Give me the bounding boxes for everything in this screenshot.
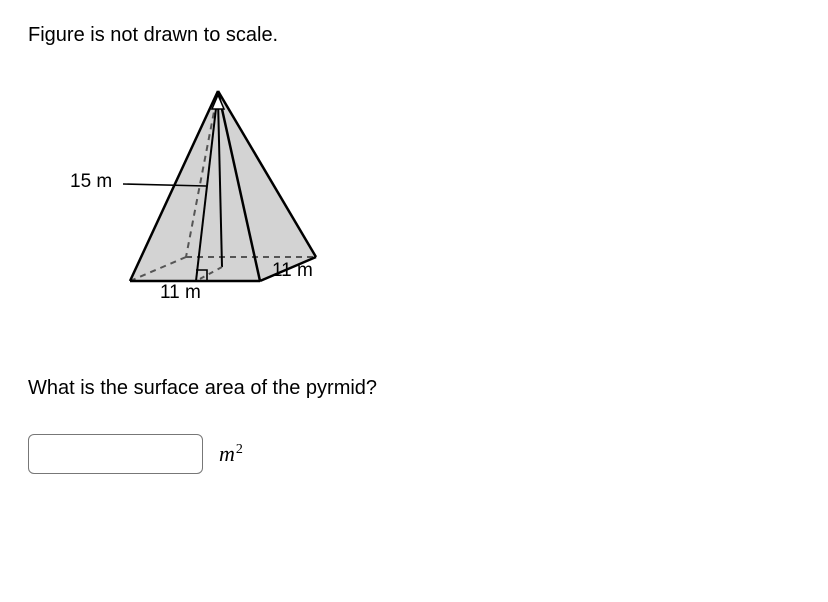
question-text: What is the surface area of the pyrmid?	[28, 377, 800, 400]
answer-row: m2	[28, 434, 800, 474]
pyramid-figure: 15 m 11 m 11 m	[68, 87, 348, 317]
scale-caption: Figure is not drawn to scale.	[28, 24, 800, 47]
slant-height-label: 15 m	[70, 171, 112, 193]
unit-base: m	[219, 441, 235, 466]
base-right-label: 11 m	[272, 260, 313, 282]
base-front-label: 11 m	[160, 282, 201, 304]
unit-exponent: 2	[236, 442, 243, 457]
answer-input[interactable]	[28, 434, 203, 474]
unit-label: m2	[219, 441, 243, 467]
